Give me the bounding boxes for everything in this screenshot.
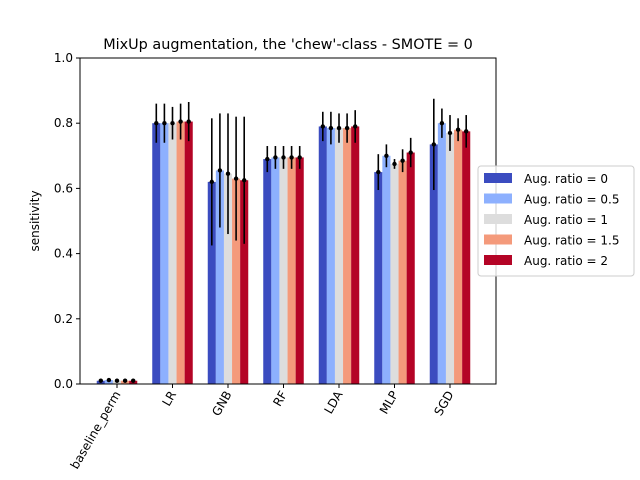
- point-GNB-series-2: [225, 171, 231, 176]
- point-LDA-series-2: [336, 125, 342, 131]
- bar-MLP-series-4: [406, 152, 415, 384]
- legend-label-3: Aug. ratio = 1.5: [524, 234, 620, 248]
- point-LR-series-2: [170, 121, 175, 126]
- legend-swatch-2: [484, 214, 512, 224]
- legend: Aug. ratio = 0 Aug. ratio = 0.5 Aug. ratio…: [477, 165, 635, 277]
- y-tick-label-1: 0.2: [54, 312, 73, 326]
- bar-RF-series-0: [263, 159, 272, 384]
- bar-LDA-series-3: [343, 128, 352, 384]
- point-LDA-series-0: [320, 124, 325, 129]
- point-RF-series-2: [281, 155, 286, 160]
- bar-LR-series-1: [160, 123, 169, 384]
- bar-LDA-series-2: [334, 128, 344, 384]
- bar-GNB-series-1: [215, 170, 224, 384]
- point-LDA-series-4: [353, 124, 358, 129]
- legend-label-0: Aug. ratio = 0: [524, 172, 608, 186]
- legend-swatch-0: [484, 173, 512, 183]
- bar-RF-series-1: [271, 157, 280, 384]
- point-baseline_perm-series-4: [131, 378, 136, 383]
- y-tick-label-3: 0.6: [54, 181, 73, 195]
- point-SGD-series-2: [447, 130, 453, 136]
- legend-label-1: Aug. ratio = 0.5: [524, 193, 620, 207]
- bar-LDA-series-4: [351, 126, 360, 385]
- bar-LR-series-4: [184, 121, 193, 384]
- bar-MLP-series-2: [390, 163, 399, 384]
- bar-GNB-series-3: [232, 178, 241, 384]
- point-SGD-series-4: [464, 129, 469, 134]
- bar-MLP-series-1: [382, 155, 391, 384]
- point-GNB-series-4: [242, 178, 247, 183]
- point-baseline_perm-series-2: [114, 378, 120, 383]
- point-SGD-series-0: [431, 142, 436, 147]
- point-baseline_perm-series-1: [106, 377, 112, 383]
- point-SGD-series-1: [439, 121, 445, 126]
- bar-SGD-series-2: [445, 132, 455, 384]
- legend-frame: [477, 165, 635, 277]
- point-baseline_perm-series-3: [122, 378, 128, 383]
- point-GNB-series-0: [209, 179, 214, 185]
- legend-label-4: Aug. ratio = 2: [524, 254, 608, 268]
- bar-SGD-series-0: [429, 144, 438, 384]
- point-MLP-series-3: [400, 158, 405, 163]
- point-MLP-series-0: [376, 169, 381, 175]
- bar-GNB-series-4: [240, 180, 249, 384]
- point-GNB-series-1: [217, 168, 223, 173]
- y-axis: 0.0 0.2 0.4 0.6 0.8 1.0: [54, 51, 80, 391]
- point-GNB-series-3: [233, 176, 239, 181]
- y-tick-label-5: 1.0: [54, 51, 73, 65]
- point-LDA-series-1: [328, 125, 334, 131]
- bar-SGD-series-1: [437, 123, 446, 384]
- point-LR-series-4: [186, 119, 191, 124]
- point-RF-series-0: [265, 156, 270, 162]
- bar-GNB-series-0: [207, 181, 216, 384]
- bar-SGD-series-3: [454, 129, 463, 384]
- point-MLP-series-1: [384, 153, 389, 158]
- point-LR-series-1: [162, 121, 167, 126]
- bar-MLP-series-3: [398, 160, 407, 384]
- bar-RF-series-4: [295, 157, 304, 384]
- point-LR-series-3: [178, 119, 183, 124]
- bar-LR-series-2: [168, 123, 177, 384]
- y-tick-label-2: 0.4: [54, 247, 73, 261]
- bar-LDA-series-0: [318, 126, 327, 385]
- bar-LR-series-3: [176, 121, 185, 384]
- bar-GNB-series-2: [223, 173, 233, 384]
- bar-SGD-series-4: [462, 131, 471, 384]
- legend-swatch-4: [484, 255, 512, 265]
- point-RF-series-1: [273, 155, 278, 160]
- point-MLP-series-4: [408, 150, 413, 155]
- point-LDA-series-3: [344, 125, 350, 131]
- point-SGD-series-3: [455, 127, 461, 132]
- x-tick-label-RF: RF: [270, 388, 290, 408]
- point-baseline_perm-series-0: [98, 378, 104, 383]
- point-RF-series-3: [289, 155, 294, 160]
- legend-swatch-1: [484, 193, 512, 204]
- y-axis-label: sensitivity: [28, 190, 42, 251]
- bar-RF-series-2: [279, 157, 288, 384]
- bar-RF-series-3: [287, 157, 296, 384]
- bars-group: [96, 121, 471, 385]
- chart-title: MixUp augmentation, the 'chew'-class - S…: [103, 37, 473, 53]
- y-tick-label-4: 0.8: [54, 116, 73, 130]
- y-tick-label-0: 0.0: [54, 377, 73, 391]
- bar-MLP-series-0: [374, 172, 383, 384]
- errorbars-group: [98, 98, 469, 383]
- legend-swatch-3: [484, 234, 512, 245]
- bar-LDA-series-1: [326, 128, 335, 384]
- point-RF-series-4: [297, 155, 302, 160]
- x-tick-label-LR: LR: [159, 389, 179, 409]
- point-MLP-series-2: [392, 161, 397, 167]
- legend-label-2: Aug. ratio = 1: [524, 213, 608, 227]
- bar-LR-series-0: [152, 123, 161, 384]
- point-LR-series-0: [154, 121, 159, 126]
